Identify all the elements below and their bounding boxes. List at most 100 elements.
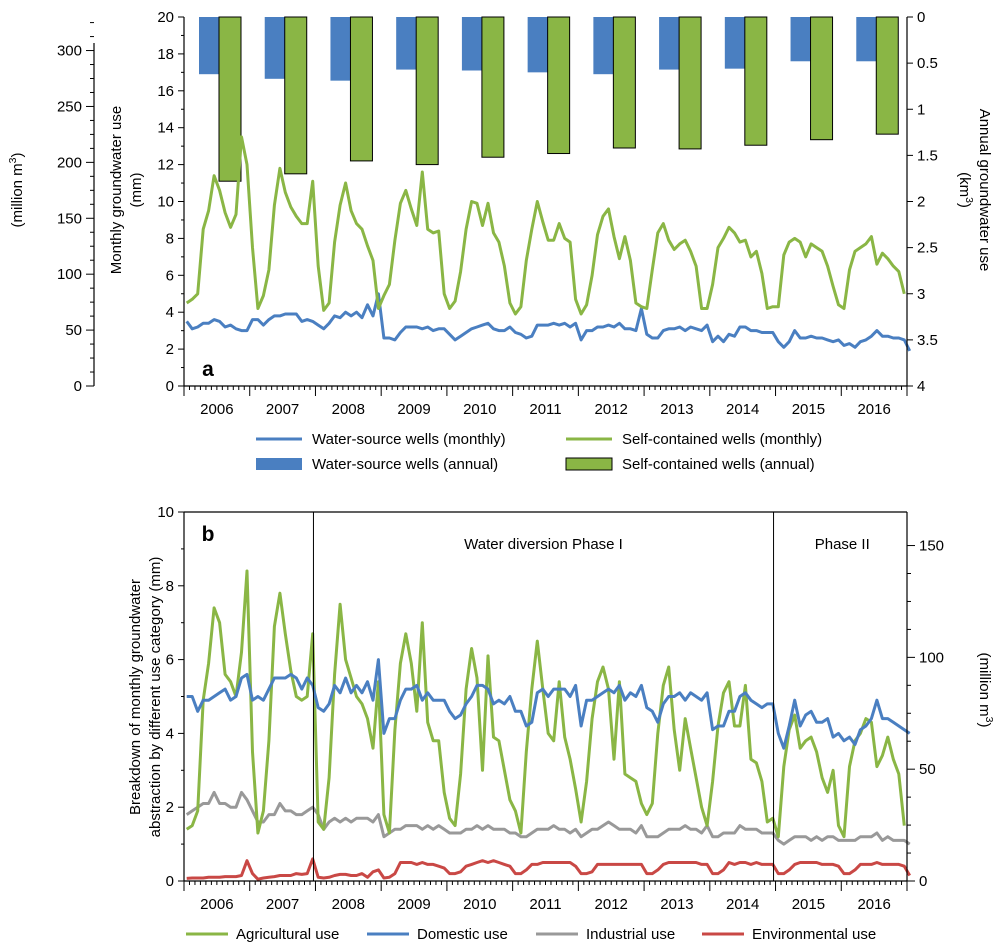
- annotation-phase-ii: Phase II: [815, 536, 870, 553]
- x-tick-label: 2014: [726, 896, 759, 913]
- bar-water-source-2007: [264, 17, 285, 79]
- legend-swatch: [256, 458, 302, 470]
- y2-tick-label: 3: [917, 286, 925, 303]
- annotation-phase-i: Water diversion Phase I: [464, 536, 623, 553]
- bar-self-contained-2012: [612, 16, 636, 149]
- x-tick-label: 2015: [792, 401, 825, 418]
- far-tick-label: 100: [57, 266, 82, 283]
- x-tick-label: 2013: [660, 896, 693, 913]
- y2-tick-label: 50: [919, 761, 936, 778]
- y-tick-label: 8: [166, 230, 174, 247]
- y-axis-title-line2: abstraction by different use category (m…: [147, 557, 164, 838]
- panel-b-legend: Agricultural use Domestic use Industrial u…: [186, 926, 876, 943]
- x-tick-label: 2014: [726, 401, 759, 418]
- x-tick-label: 2007: [266, 896, 299, 913]
- bar-self-contained-2013: [678, 16, 702, 150]
- x-tick-label: 2008: [332, 401, 365, 418]
- legend-label: Domestic use: [417, 926, 508, 943]
- legend-label: Agricultural use: [236, 926, 339, 943]
- y-tick-label: 0: [166, 873, 174, 890]
- panel-label-a: a: [202, 358, 214, 381]
- y2-axis-title-line1: Annual groundwater use: [976, 109, 993, 272]
- legend-label: Water-source wells (monthly): [312, 431, 506, 448]
- bar-water-source-2008: [330, 17, 351, 81]
- bar-water-source-2009: [396, 17, 417, 70]
- x-tick-label: 2011: [529, 896, 561, 913]
- far-axis-label: (million m3): [7, 152, 26, 227]
- x-tick-label: 2006: [200, 896, 233, 913]
- x-tick-label: 2015: [792, 896, 825, 913]
- y-tick-label: 2: [166, 341, 174, 358]
- y-tick-label: 16: [157, 83, 174, 100]
- x-tick-label: 2009: [397, 896, 430, 913]
- y2-tick-label: 150: [919, 538, 944, 555]
- line-industrial: [185, 790, 911, 846]
- x-tick-label: 2009: [397, 401, 430, 418]
- line-domestic: [186, 658, 911, 750]
- line-water-source-monthly: [185, 292, 912, 352]
- x-tick-label: 2012: [595, 401, 628, 418]
- x-tick-label: 2013: [660, 401, 693, 418]
- bar-self-contained-2016: [875, 16, 899, 135]
- y2-tick-label: 0.5: [917, 55, 938, 72]
- panel-label-b: b: [202, 523, 215, 546]
- far-tick-label: 50: [65, 322, 82, 339]
- legend-label: Environmental use: [752, 926, 876, 943]
- legend-label: Industrial use: [586, 926, 675, 943]
- x-tick-label: 2016: [857, 896, 890, 913]
- legend-swatch: [565, 457, 613, 471]
- y2-axis-title: (million m3): [976, 652, 995, 727]
- panel-b: Water diversion Phase I Phase II 0 2 4 6 8 10 0 5…: [127, 504, 995, 913]
- bar-self-contained-2007: [284, 16, 308, 175]
- y-axis-title-line2: (mm): [128, 173, 145, 208]
- x-tick-label: 2011: [529, 401, 561, 418]
- y-tick-label: 6: [166, 267, 174, 284]
- y-tick-label: 8: [166, 578, 174, 595]
- y2-tick-label: 0: [917, 9, 925, 26]
- y-tick-label: 18: [157, 46, 174, 63]
- y2-tick-label: 3.5: [917, 332, 938, 349]
- y-tick-label: 10: [157, 194, 174, 211]
- y-tick-label: 14: [157, 120, 174, 137]
- y-tick-label: 4: [166, 304, 174, 321]
- y2-tick-label: 1: [917, 101, 925, 118]
- bar-self-contained-2015: [810, 16, 834, 141]
- x-tick-label: 2012: [595, 896, 628, 913]
- y2-tick-label: 2: [917, 194, 925, 211]
- y-tick-label: 4: [166, 725, 174, 742]
- y-axis-title-line1: Monthly groundwater use: [108, 106, 125, 274]
- legend-label: Water-source wells (annual): [312, 456, 498, 473]
- line-agricultural: [185, 569, 906, 839]
- x-tick-label: 2007: [266, 401, 299, 418]
- bar-water-source-2011: [527, 17, 548, 73]
- x-tick-label: 2016: [857, 401, 890, 418]
- bar-water-source-2012: [593, 17, 614, 75]
- bar-self-contained-2008: [349, 16, 373, 162]
- y-tick-label: 0: [166, 378, 174, 395]
- far-tick-label: 0: [74, 378, 82, 395]
- far-tick-label: 150: [57, 210, 82, 227]
- x-tick-label: 2008: [332, 896, 365, 913]
- x-tick-label: 2010: [463, 401, 496, 418]
- bar-self-contained-2014: [744, 16, 768, 146]
- bar-water-source-2010: [461, 17, 482, 71]
- bar-self-contained-2009: [415, 16, 439, 166]
- y-tick-label: 6: [166, 652, 174, 669]
- bar-water-source-2016: [856, 17, 877, 62]
- y-tick-label: 2: [166, 799, 174, 816]
- y2-tick-label: 2.5: [917, 240, 938, 257]
- y-tick-label: 12: [157, 157, 174, 174]
- bar-water-source-2006: [199, 17, 219, 75]
- y2-tick-label: 0: [919, 873, 927, 890]
- panel-a-legend: Water-source wells (monthly) Self-contain…: [256, 431, 822, 473]
- x-tick-label: 2006: [200, 401, 233, 418]
- y2-tick-label: 4: [917, 378, 925, 395]
- bar-water-source-2014: [724, 17, 745, 69]
- y-tick-label: 10: [157, 504, 174, 521]
- y-tick-label: 20: [157, 9, 174, 26]
- line-self-contained-monthly: [185, 135, 906, 316]
- x-tick-label: 2010: [463, 896, 496, 913]
- line-environmental: [186, 857, 911, 881]
- legend-label: Self-contained wells (annual): [622, 456, 815, 473]
